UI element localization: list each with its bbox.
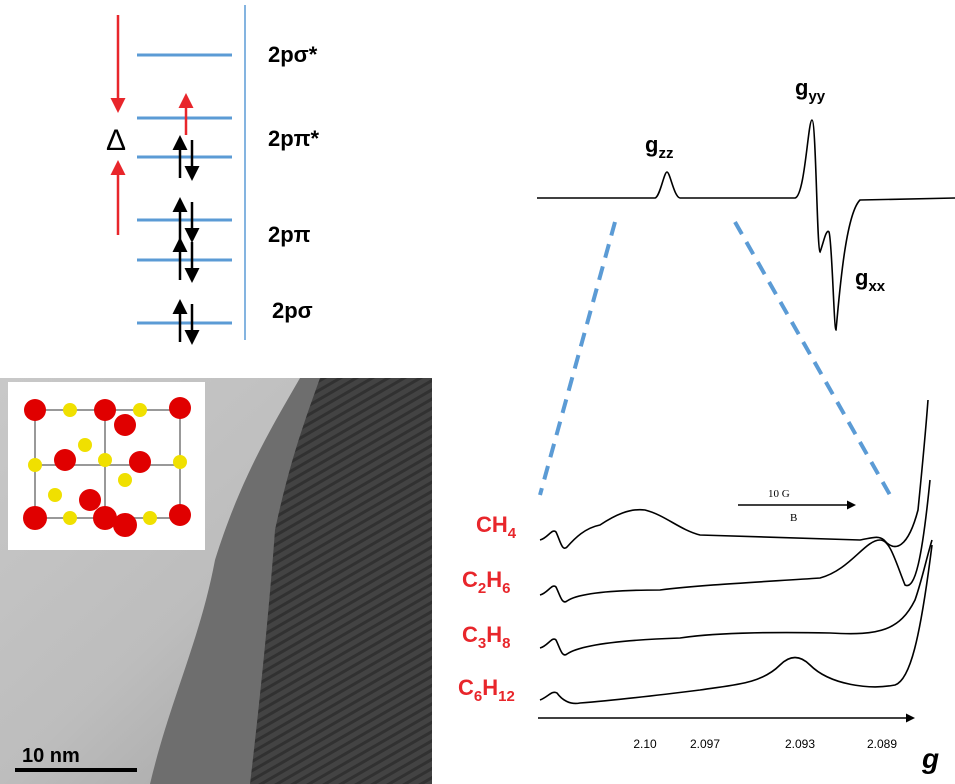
axis-tick-label: 2.097 bbox=[690, 737, 720, 751]
level-label: 2pσ* bbox=[268, 42, 318, 67]
adsorbate-spectra: 10 G B CH4 C2H6 C3H8 C6H12 2.10 2.097 2.… bbox=[458, 400, 939, 774]
g-label: gzz bbox=[645, 132, 673, 162]
molecule-label: CH4 bbox=[476, 512, 517, 542]
level-label: 2pπ* bbox=[268, 126, 320, 151]
axis-tick-label: 2.10 bbox=[633, 737, 657, 751]
molecule-label: C2H6 bbox=[462, 567, 510, 597]
level-label: 2pσ bbox=[272, 298, 313, 323]
axis-tick-label: 2.089 bbox=[867, 737, 897, 751]
level-label: 2pπ bbox=[268, 222, 311, 247]
g-label: gxx bbox=[855, 265, 886, 295]
epr-spectrum: gzz gyy gxx bbox=[537, 75, 955, 495]
scale-bar-label: 10 nm bbox=[22, 745, 80, 767]
figure: Δ 2pσ* 2pπ* 2pπ 2pσ gzz gyy gxx 10 nm 10… bbox=[0, 0, 955, 784]
axis-label: g bbox=[921, 743, 939, 774]
gap-symbol: Δ bbox=[106, 124, 126, 157]
molecule-label: C3H8 bbox=[462, 622, 510, 652]
molecule-label: C6H12 bbox=[458, 675, 515, 705]
field-arrow-label: 10 G bbox=[768, 488, 790, 500]
field-label: B bbox=[790, 512, 797, 524]
energy-diagram: Δ 2pσ* 2pπ* 2pπ 2pσ bbox=[106, 5, 320, 342]
g-label: gyy bbox=[795, 75, 826, 105]
axis-tick-label: 2.093 bbox=[785, 737, 815, 751]
tem-image: 10 nm bbox=[0, 378, 432, 784]
